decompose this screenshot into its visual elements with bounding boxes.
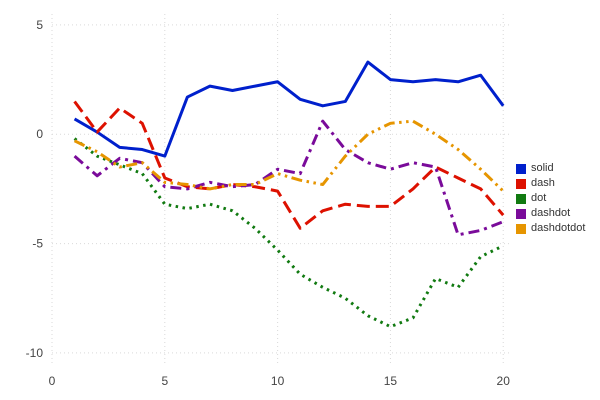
legend-label: dot — [531, 192, 547, 204]
series-line-dashdot — [73, 119, 504, 237]
x-tick-label: 20 — [497, 374, 511, 388]
legend-item: solid — [516, 163, 585, 174]
x-tick-label: 15 — [384, 374, 398, 388]
legend-swatch-icon — [516, 163, 526, 174]
series-line-dot — [73, 137, 504, 329]
series-line-dash — [73, 100, 505, 230]
series-line-solid — [73, 60, 505, 158]
y-tick-label: -10 — [26, 346, 44, 360]
legend-label: dashdotdot — [531, 222, 586, 234]
legend-swatch-icon — [516, 223, 526, 234]
y-tick-label: -5 — [32, 237, 43, 251]
legend-swatch-icon — [516, 178, 526, 189]
x-tick-label: 5 — [161, 374, 168, 388]
y-tick-label: 5 — [36, 18, 43, 32]
legend-label: solid — [531, 162, 554, 174]
legend-label: dash — [531, 177, 555, 189]
legend-item: dashdotdot — [516, 223, 585, 234]
legend-item: dashdot — [516, 208, 585, 219]
x-tick-label: 0 — [49, 374, 56, 388]
legend: solid dash dot dashdot dashdotdot — [516, 163, 585, 234]
legend-item: dash — [516, 178, 585, 189]
legend-item: dot — [516, 193, 585, 204]
x-tick-label: 10 — [271, 374, 285, 388]
legend-swatch-icon — [516, 193, 526, 204]
legend-swatch-icon — [516, 208, 526, 219]
legend-label: dashdot — [531, 207, 571, 219]
y-tick-label: 0 — [36, 127, 43, 141]
